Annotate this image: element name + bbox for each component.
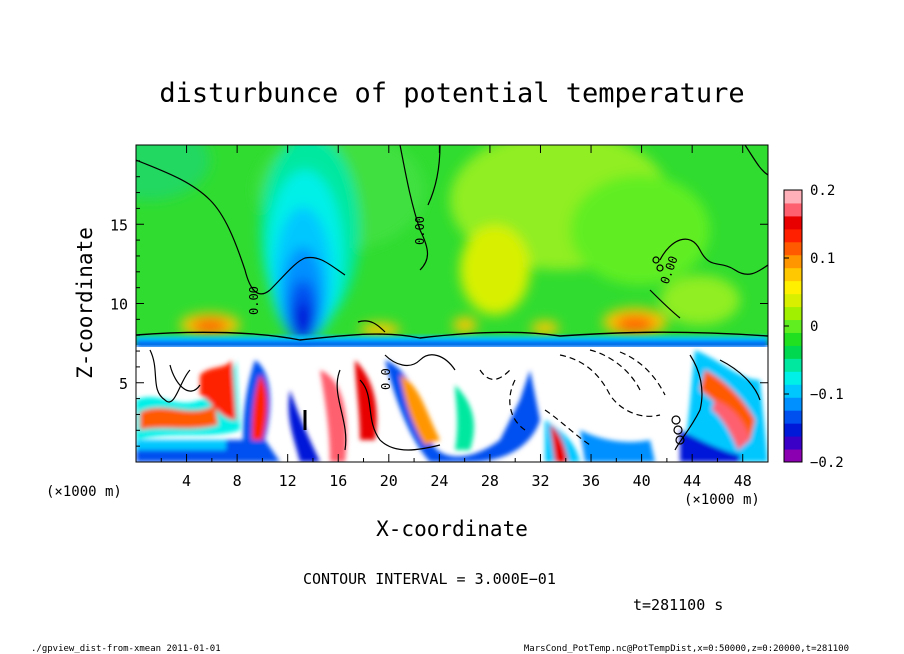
x-tick-label: 36 — [582, 472, 600, 490]
colorbar-tick-label: 0 — [810, 319, 818, 335]
heatmap-field — [136, 145, 768, 462]
x-tick-label: 28 — [481, 472, 499, 490]
time-text: t=281100 s — [633, 596, 723, 614]
colorbar-swatch — [784, 280, 802, 295]
y-unit-label: (×1000 m) — [46, 484, 122, 500]
y-axis: 5 10 15 — [110, 160, 768, 447]
colorbar — [784, 190, 802, 463]
colorbar-tick-label: 0.2 — [810, 183, 835, 199]
x-tick-label: 48 — [734, 472, 752, 490]
x-tick-label: 8 — [233, 472, 242, 490]
x-unit-label: (×1000 m) — [684, 492, 760, 508]
x-axis-title: X-coordinate — [376, 517, 528, 541]
y-tick-label: 5 — [119, 375, 128, 393]
colorbar-swatch — [784, 410, 802, 424]
x-tick-label: 44 — [683, 472, 701, 490]
colorbar-tick-label: −0.2 — [810, 455, 844, 471]
chart-title: disturbunce of potential temperature — [159, 78, 744, 109]
colorbar-swatch — [784, 306, 802, 321]
colorbar-swatch — [784, 384, 802, 398]
contour-label: 0.00 — [413, 216, 427, 245]
y-axis-title: Z-coordinate — [73, 227, 97, 379]
x-axis: 4 8 12 16 20 24 28 32 36 40 44 48 — [160, 145, 752, 490]
colorbar-tick-label: −0.1 — [810, 387, 844, 403]
footer-right: MarsCond_PotTemp.nc@PotTempDist,x=0:5000… — [524, 644, 849, 654]
colorbar-swatch — [784, 293, 802, 308]
x-tick-label: 20 — [380, 472, 398, 490]
colorbar-swatch — [784, 449, 802, 463]
colorbar-tick-label: 0.1 — [810, 251, 835, 267]
x-tick-label: 16 — [329, 472, 347, 490]
contour-label: 0.00 — [247, 286, 261, 315]
contour-lines — [136, 145, 768, 451]
x-tick-label: 4 — [182, 472, 191, 490]
y-tick-label: 10 — [110, 296, 128, 314]
colorbar-swatch — [784, 319, 802, 333]
colorbar-swatch — [784, 397, 802, 411]
colorbar-ticks: 0.2 0.1 0 −0.1 −0.2 — [784, 183, 844, 471]
contour-label: 0.0 — [379, 368, 393, 390]
colorbar-swatch — [784, 267, 802, 282]
y-tick-label: 15 — [110, 216, 128, 234]
colorbar-swatch — [784, 228, 802, 243]
colorbar-swatch — [784, 345, 802, 359]
x-tick-label: 24 — [430, 472, 448, 490]
colorbar-swatch — [784, 254, 802, 269]
colorbar-swatch — [784, 190, 802, 204]
colorbar-swatch — [784, 436, 802, 450]
colorbar-swatch — [784, 202, 802, 217]
contour-interval-text: CONTOUR INTERVAL = 3.000E−01 — [303, 570, 556, 588]
colorbar-swatch — [784, 215, 802, 230]
colorbar-swatch — [784, 241, 802, 256]
footer-left: ./gpview_dist-from-xmean 2011-01-01 — [31, 644, 221, 654]
x-tick-label: 32 — [531, 472, 549, 490]
colorbar-swatch — [784, 371, 802, 385]
colorbar-swatch — [784, 358, 802, 372]
x-tick-label: 40 — [633, 472, 651, 490]
colorbar-swatch — [784, 423, 802, 437]
colorbar-swatch — [784, 332, 802, 346]
x-tick-label: 12 — [279, 472, 297, 490]
